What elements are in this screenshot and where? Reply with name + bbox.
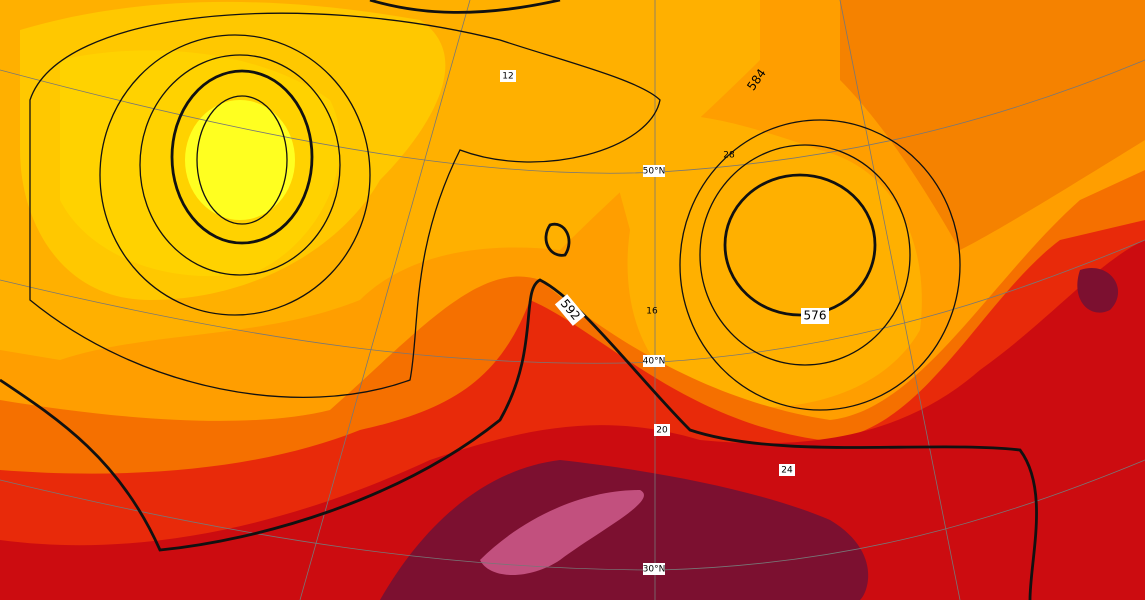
- labels: 50°N 40°N 30°N 12 584 28 16 20 24 592 57…: [500, 66, 829, 575]
- latitude-label: 50°N: [643, 167, 666, 177]
- contour-label: 576: [804, 309, 827, 323]
- contour-label: 24: [781, 466, 793, 476]
- contours: [0, 0, 1038, 600]
- contour-label: 20: [656, 426, 668, 436]
- latitude-label: 40°N: [643, 357, 666, 367]
- latitude-label: 30°N: [643, 565, 666, 575]
- contour-label: 28: [723, 151, 735, 161]
- contour-label: 16: [646, 307, 658, 317]
- contour-label: 12: [502, 72, 513, 82]
